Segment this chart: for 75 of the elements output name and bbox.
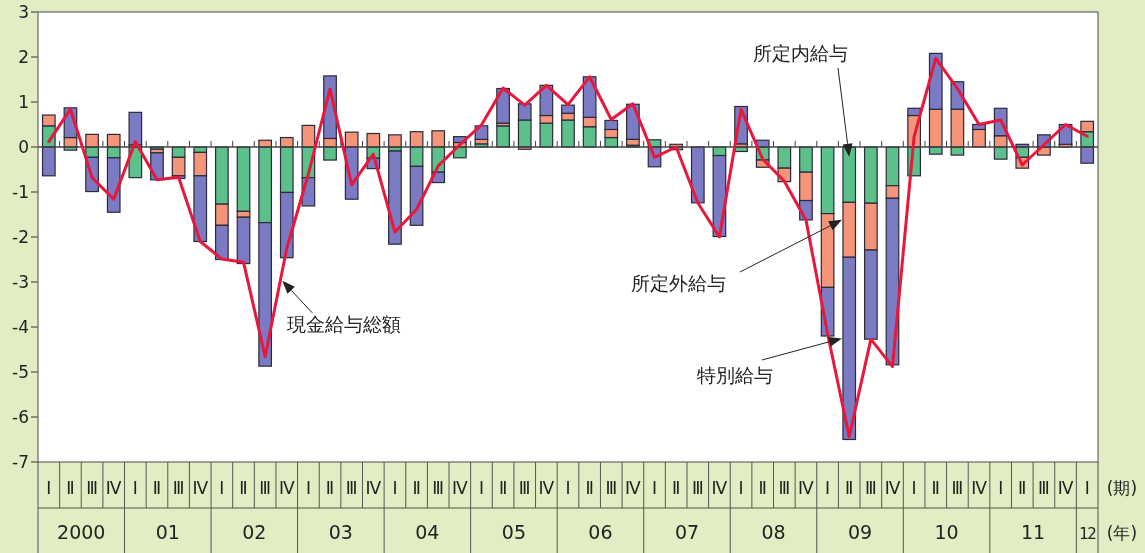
x-tick-label: Ⅲ (951, 478, 964, 498)
x-tick-label: Ⅲ (864, 478, 877, 498)
x-tick-label: Ⅳ (1057, 478, 1074, 498)
y-tick-label: -2 (12, 227, 29, 247)
x-tick-label: Ⅰ (305, 478, 311, 498)
x-tick-label: Ⅰ (565, 478, 571, 498)
text: 06 (588, 521, 613, 543)
x-tick-label: Ⅲ (86, 478, 98, 498)
x-tick-label: Ⅳ (365, 478, 382, 498)
x-tick-label: Ⅰ (738, 478, 744, 498)
y-tick-label: -3 (12, 272, 29, 292)
x-tick-label: Ⅰ (1084, 478, 1090, 498)
text: 12 (1079, 525, 1096, 543)
y-tick-label: -6 (12, 407, 29, 427)
x-tick-label: Ⅳ (625, 478, 642, 498)
x-tick-label: Ⅱ (325, 478, 335, 498)
x-tick-label: Ⅲ (172, 478, 185, 498)
text: 01 (155, 521, 180, 543)
x-tick-label: Ⅱ (671, 478, 681, 498)
x-tick-label: Ⅱ (758, 478, 767, 498)
x-tick-label: Ⅳ (192, 478, 209, 498)
x-tick-label: Ⅱ (239, 478, 248, 498)
x-tick-label: Ⅲ (518, 478, 531, 498)
text: 09 (847, 521, 873, 543)
y-tick-label: 3 (18, 2, 29, 22)
y-tick-label: -1 (12, 182, 29, 202)
x-tick-label: Ⅳ (538, 478, 555, 498)
x-tick-label: Ⅳ (884, 478, 901, 498)
text: 02 (242, 521, 267, 543)
x-tick-label: Ⅱ (66, 478, 75, 498)
text: 2000 (57, 521, 106, 543)
x-tick-label: Ⅱ (845, 478, 854, 498)
y-tick-label: 1 (18, 92, 29, 112)
x-tick-label: Ⅰ (219, 478, 225, 498)
x-tick-label: Ⅰ (825, 478, 831, 498)
text: 11 (1021, 521, 1046, 543)
text: 05 (501, 521, 527, 543)
x-tick-label: Ⅲ (345, 478, 358, 498)
x-tick-label: Ⅰ (652, 478, 658, 498)
x-tick-label: Ⅳ (105, 478, 122, 498)
x-tick-label: Ⅰ (46, 478, 52, 498)
x-tick-label: Ⅰ (911, 478, 917, 498)
x-tick-label: Ⅱ (412, 478, 421, 498)
y-tick-label: -4 (12, 317, 29, 337)
x-tick-label: Ⅲ (259, 478, 272, 498)
text: 04 (415, 521, 440, 543)
text: 10 (934, 521, 959, 543)
x-tick-label: Ⅲ (691, 478, 704, 498)
y-tick-label: 0 (18, 137, 29, 157)
text: (年) (1106, 523, 1138, 543)
text: 08 (761, 521, 786, 543)
y-tick-label: -5 (12, 362, 29, 382)
x-tick-label: Ⅲ (605, 478, 618, 498)
x-tick-label: Ⅱ (931, 478, 940, 498)
x-tick-label: Ⅳ (971, 478, 988, 498)
x-tick-label: Ⅰ (132, 478, 138, 498)
x-tick-label: Ⅰ (998, 478, 1004, 498)
x-tick-label: Ⅲ (432, 478, 445, 498)
x-tick-label: Ⅳ (711, 478, 728, 498)
x-tick-label: Ⅱ (1018, 478, 1027, 498)
y-tick-label: 2 (18, 47, 29, 67)
x-axis-title: (期) (1106, 478, 1138, 498)
x-tick-label: Ⅲ (1038, 478, 1050, 498)
text: 03 (328, 521, 353, 543)
x-tick-label: Ⅲ (778, 478, 791, 498)
x-tick-label: Ⅱ (585, 478, 594, 498)
y-tick-label: -7 (12, 452, 29, 472)
x-tick-label: Ⅱ (152, 478, 162, 498)
x-tick-label: Ⅰ (392, 478, 398, 498)
x-tick-label: Ⅳ (798, 478, 815, 498)
x-tick-label: Ⅰ (478, 478, 484, 498)
x-tick-label: Ⅳ (278, 478, 295, 498)
x-tick-label: Ⅱ (498, 478, 508, 498)
x-tick-label: Ⅳ (451, 478, 468, 498)
text: 07 (674, 521, 700, 543)
